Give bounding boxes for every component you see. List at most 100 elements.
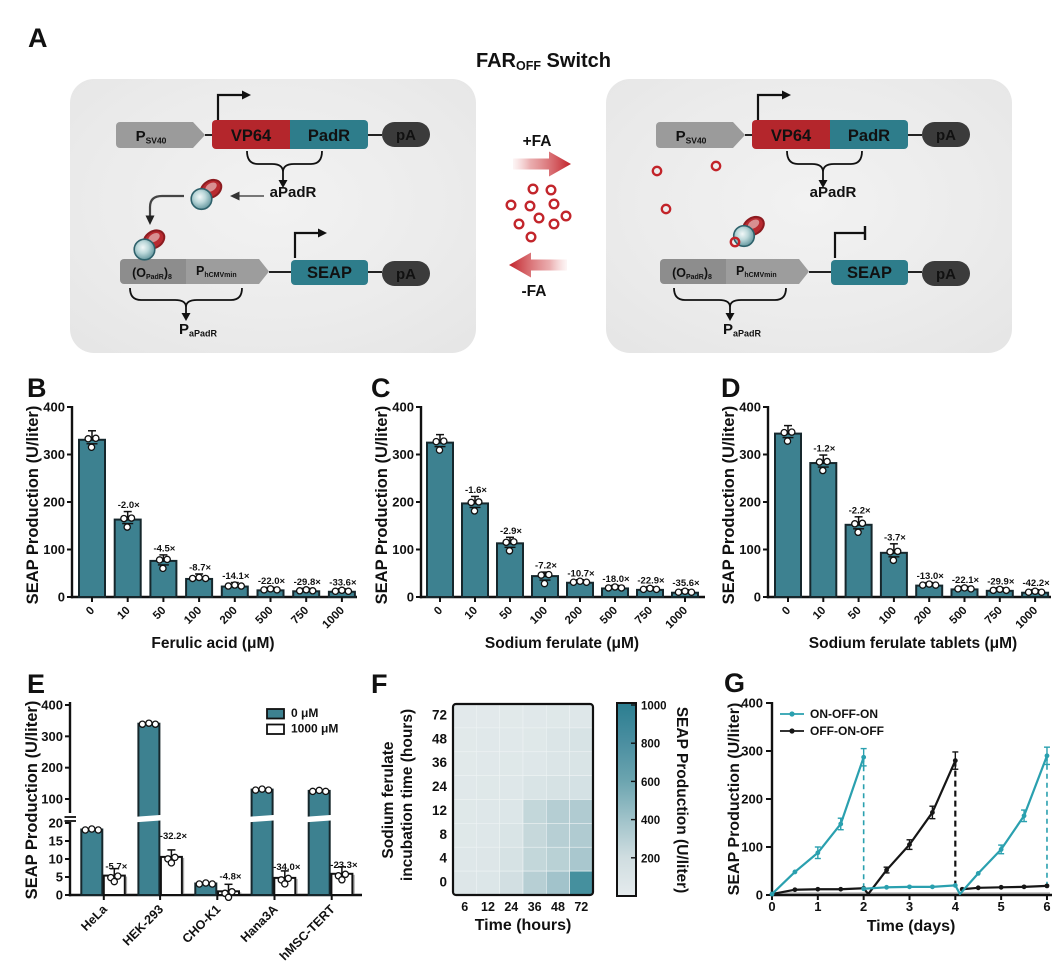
svg-text:72: 72 xyxy=(574,900,588,914)
svg-text:SEAP Production (U/liter): SEAP Production (U/liter) xyxy=(23,701,41,900)
svg-text:Time (days): Time (days) xyxy=(867,918,956,935)
svg-text:-13.0×: -13.0× xyxy=(917,571,945,582)
svg-text:100: 100 xyxy=(392,542,414,557)
svg-text:PSV40: PSV40 xyxy=(676,128,707,146)
svg-text:-29.9×: -29.9× xyxy=(987,576,1015,587)
svg-text:0: 0 xyxy=(754,590,761,605)
svg-text:E: E xyxy=(27,669,45,699)
svg-text:incubation time (hours): incubation time (hours) xyxy=(399,709,416,881)
svg-text:-14.1×: -14.1× xyxy=(222,571,250,582)
svg-text:300: 300 xyxy=(43,447,65,462)
svg-text:D: D xyxy=(721,373,741,403)
svg-text:Sodium ferulate tablets (μM): Sodium ferulate tablets (μM) xyxy=(809,635,1017,652)
svg-text:100: 100 xyxy=(41,792,63,807)
svg-text:-18.0×: -18.0× xyxy=(602,574,630,585)
svg-text:400: 400 xyxy=(739,400,761,415)
svg-text:400: 400 xyxy=(741,696,763,711)
svg-text:24: 24 xyxy=(432,779,448,794)
svg-text:-22.1×: -22.1× xyxy=(952,575,980,586)
svg-text:-23.3×: -23.3× xyxy=(330,860,358,871)
svg-text:8: 8 xyxy=(439,827,447,842)
svg-text:SEAP Production (U/liter): SEAP Production (U/liter) xyxy=(726,703,743,896)
svg-text:-1.6×: -1.6× xyxy=(465,485,487,496)
svg-text:12: 12 xyxy=(432,803,447,818)
svg-text:-2.2×: -2.2× xyxy=(849,505,871,516)
svg-text:400: 400 xyxy=(392,400,414,415)
svg-text:PadR: PadR xyxy=(308,127,350,145)
svg-text:200: 200 xyxy=(392,495,414,510)
svg-text:24: 24 xyxy=(504,900,518,914)
svg-text:B: B xyxy=(27,373,47,403)
svg-text:200: 200 xyxy=(739,495,761,510)
svg-text:2: 2 xyxy=(860,899,867,914)
svg-text:Time (hours): Time (hours) xyxy=(475,917,572,934)
svg-text:-1.2×: -1.2× xyxy=(813,444,835,455)
svg-text:VP64: VP64 xyxy=(771,127,812,145)
svg-text:300: 300 xyxy=(392,447,414,462)
svg-text:(OPadR)8: (OPadR)8 xyxy=(132,266,172,281)
svg-text:pA: pA xyxy=(396,127,416,144)
svg-text:0: 0 xyxy=(756,888,763,903)
svg-text:-34.0×: -34.0× xyxy=(273,862,301,873)
svg-text:SEAP Production (U/liter): SEAP Production (U/liter) xyxy=(373,406,391,605)
svg-text:(OPadR)8: (OPadR)8 xyxy=(672,266,712,281)
svg-text:OFF-ON-OFF: OFF-ON-OFF xyxy=(810,724,884,738)
svg-text:SEAP: SEAP xyxy=(307,264,352,282)
svg-text:1000: 1000 xyxy=(641,701,667,713)
svg-text:pA: pA xyxy=(936,266,956,283)
svg-text:-8.7×: -8.7× xyxy=(189,562,211,573)
svg-text:-33.6×: -33.6× xyxy=(329,577,357,588)
svg-text:4: 4 xyxy=(439,851,447,866)
svg-text:36: 36 xyxy=(432,755,448,770)
svg-text:pA: pA xyxy=(936,127,956,144)
svg-text:Sodium ferulate: Sodium ferulate xyxy=(380,741,397,859)
svg-text:5: 5 xyxy=(998,899,1005,914)
svg-text:PSV40: PSV40 xyxy=(136,128,167,146)
svg-text:6: 6 xyxy=(461,900,468,914)
svg-text:36: 36 xyxy=(528,900,542,914)
svg-text:400: 400 xyxy=(641,815,660,827)
svg-text:PaPadR: PaPadR xyxy=(179,321,218,339)
svg-text:600: 600 xyxy=(641,777,660,789)
svg-text:F: F xyxy=(371,669,388,699)
svg-text:0: 0 xyxy=(768,899,775,914)
svg-text:100: 100 xyxy=(741,840,763,855)
svg-text:-10.7×: -10.7× xyxy=(567,568,595,579)
svg-text:SEAP Production (U/liter): SEAP Production (U/liter) xyxy=(720,406,738,605)
svg-text:5: 5 xyxy=(56,870,63,885)
svg-text:-22.9×: -22.9× xyxy=(637,575,665,586)
svg-text:4: 4 xyxy=(952,899,960,914)
svg-text:-2.0×: -2.0× xyxy=(118,500,140,511)
svg-text:aPadR: aPadR xyxy=(810,184,857,201)
svg-text:-42.2×: -42.2× xyxy=(1022,578,1050,589)
svg-text:-29.8×: -29.8× xyxy=(294,577,322,588)
svg-text:VP64: VP64 xyxy=(231,127,272,145)
svg-text:200: 200 xyxy=(41,760,63,775)
svg-text:-7.2×: -7.2× xyxy=(535,561,557,572)
svg-text:Ferulic acid (μM): Ferulic acid (μM) xyxy=(151,635,274,652)
svg-text:0: 0 xyxy=(58,590,65,605)
svg-text:PhCMVmin: PhCMVmin xyxy=(196,264,237,279)
svg-text:72: 72 xyxy=(432,707,447,722)
svg-text:15: 15 xyxy=(49,834,63,849)
svg-text:400: 400 xyxy=(43,400,65,415)
svg-text:300: 300 xyxy=(739,447,761,462)
svg-text:-3.7×: -3.7× xyxy=(884,532,906,543)
svg-text:48: 48 xyxy=(432,731,448,746)
svg-text:pA: pA xyxy=(396,266,416,283)
svg-text:-22.0×: -22.0× xyxy=(258,576,286,587)
svg-text:-5.7×: -5.7× xyxy=(105,862,127,873)
svg-text:FAROFF Switch: FAROFF Switch xyxy=(476,50,611,73)
svg-text:SEAP: SEAP xyxy=(847,264,892,282)
svg-text:10: 10 xyxy=(49,852,63,867)
svg-text:-32.2×: -32.2× xyxy=(160,831,188,842)
svg-text:0 μM: 0 μM xyxy=(291,706,318,720)
svg-text:300: 300 xyxy=(41,729,63,744)
svg-text:-4.8×: -4.8× xyxy=(220,872,242,883)
svg-text:SEAP Production (U/liter): SEAP Production (U/liter) xyxy=(24,406,42,605)
svg-text:C: C xyxy=(371,373,391,403)
svg-text:200: 200 xyxy=(641,853,660,865)
svg-text:200: 200 xyxy=(43,495,65,510)
svg-text:A: A xyxy=(28,23,48,53)
svg-text:20: 20 xyxy=(49,816,63,831)
